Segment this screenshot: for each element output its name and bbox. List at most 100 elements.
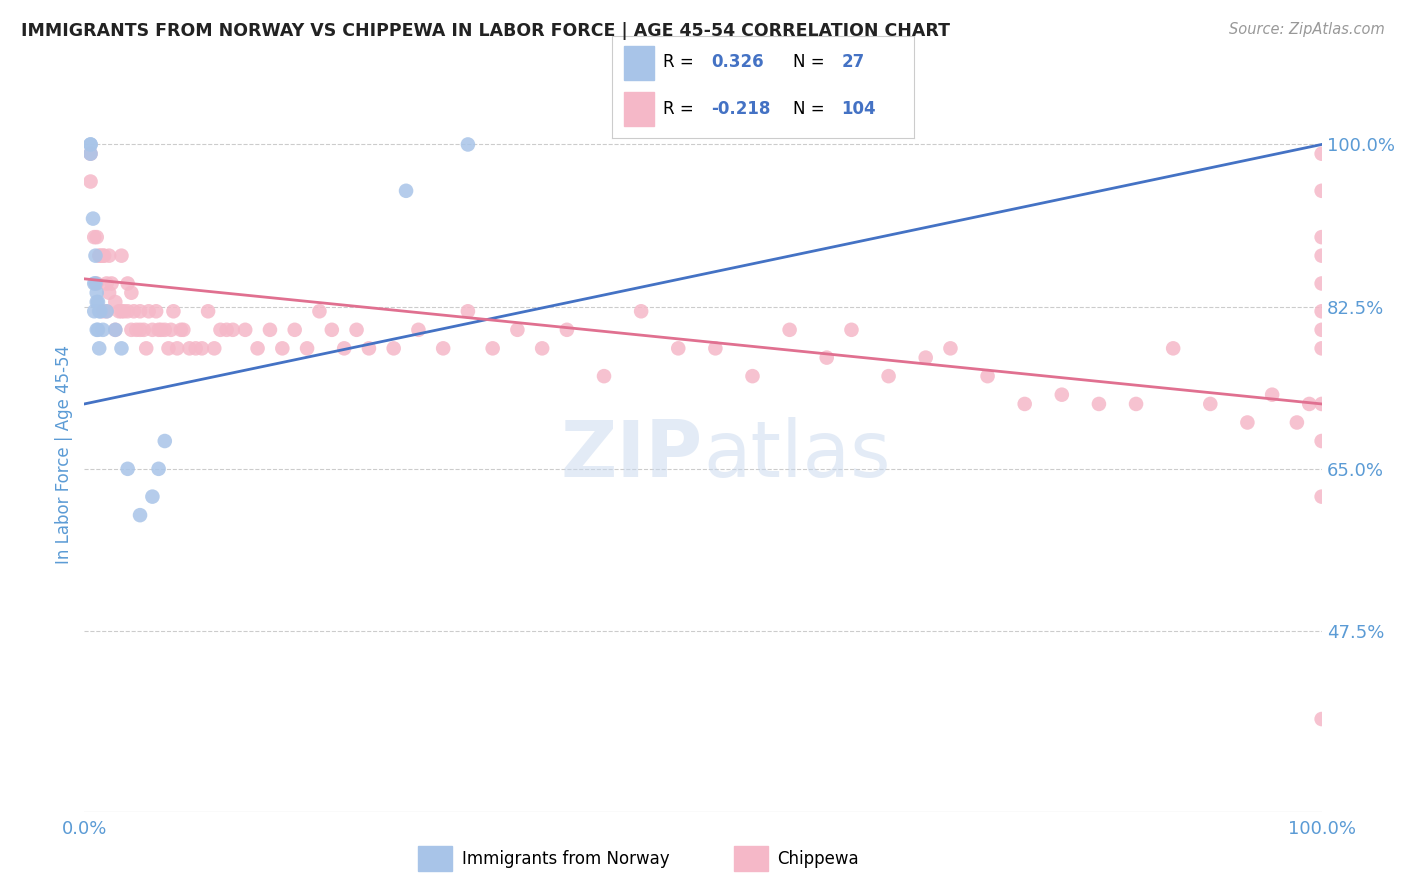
Text: IMMIGRANTS FROM NORWAY VS CHIPPEWA IN LABOR FORCE | AGE 45-54 CORRELATION CHART: IMMIGRANTS FROM NORWAY VS CHIPPEWA IN LA…: [21, 22, 950, 40]
Point: [506, 323, 529, 337]
Bar: [734, 847, 768, 871]
Point: [104, 323, 127, 337]
Point: [877, 369, 900, 384]
Point: [1088, 397, 1111, 411]
Point: [939, 342, 962, 356]
Point: [79, 175, 101, 189]
Point: [593, 369, 616, 384]
Point: [110, 342, 132, 356]
Point: [1310, 184, 1333, 198]
Text: N =: N =: [793, 100, 824, 118]
Point: [145, 304, 167, 318]
Point: [308, 304, 330, 318]
Point: [110, 249, 132, 263]
Point: [259, 323, 281, 337]
Point: [284, 323, 307, 337]
Point: [153, 434, 176, 448]
Point: [531, 342, 554, 356]
Point: [160, 323, 183, 337]
Point: [172, 323, 194, 337]
Point: [89, 342, 111, 356]
Text: 27: 27: [841, 54, 865, 71]
Point: [222, 323, 245, 337]
Point: [333, 342, 356, 356]
Point: [98, 249, 121, 263]
Point: [1261, 387, 1284, 401]
Point: [79, 146, 101, 161]
Point: [89, 249, 111, 263]
Point: [1285, 416, 1308, 430]
Bar: [419, 847, 453, 871]
Point: [184, 342, 207, 356]
Point: [395, 184, 418, 198]
Point: [96, 304, 118, 318]
Point: [91, 249, 114, 263]
Point: [117, 277, 139, 291]
Point: [89, 304, 111, 318]
Point: [209, 323, 232, 337]
Point: [457, 137, 479, 152]
Point: [1310, 304, 1333, 318]
Point: [108, 304, 131, 318]
Point: [82, 211, 104, 226]
Bar: [624, 92, 654, 126]
Point: [233, 323, 256, 337]
Text: -0.218: -0.218: [711, 100, 770, 118]
Point: [1014, 397, 1036, 411]
Point: [408, 323, 430, 337]
Y-axis label: In Labor Force | Age 45-54: In Labor Force | Age 45-54: [55, 345, 73, 565]
Point: [1050, 387, 1073, 401]
Point: [295, 342, 318, 356]
Point: [96, 304, 118, 318]
Point: [321, 323, 343, 337]
Text: 0.326: 0.326: [711, 54, 763, 71]
Point: [86, 323, 108, 337]
Point: [202, 342, 225, 356]
Point: [98, 285, 121, 300]
Point: [129, 323, 152, 337]
Point: [148, 462, 170, 476]
Point: [741, 369, 763, 384]
Text: atlas: atlas: [703, 417, 890, 493]
Point: [83, 230, 105, 244]
Point: [1310, 323, 1333, 337]
Point: [841, 323, 863, 337]
Point: [132, 323, 155, 337]
Point: [138, 304, 160, 318]
Point: [141, 490, 163, 504]
Point: [1199, 397, 1222, 411]
Point: [87, 323, 110, 337]
Point: [86, 295, 108, 310]
Text: R =: R =: [664, 100, 693, 118]
Point: [179, 342, 201, 356]
Point: [83, 304, 105, 318]
Point: [153, 323, 176, 337]
Point: [96, 277, 118, 291]
Point: [666, 342, 689, 356]
Point: [79, 146, 101, 161]
Point: [100, 277, 122, 291]
Point: [976, 369, 998, 384]
Point: [93, 249, 115, 263]
Point: [117, 462, 139, 476]
Point: [79, 137, 101, 152]
Point: [86, 277, 108, 291]
Point: [91, 304, 114, 318]
Point: [815, 351, 838, 365]
Point: [148, 323, 170, 337]
Point: [83, 277, 105, 291]
Point: [704, 342, 727, 356]
Point: [89, 304, 111, 318]
Point: [1298, 397, 1320, 411]
Point: [457, 304, 479, 318]
Point: [630, 304, 652, 318]
Text: R =: R =: [664, 54, 693, 71]
Point: [1310, 490, 1333, 504]
Point: [1310, 342, 1333, 356]
Point: [382, 342, 405, 356]
Point: [215, 323, 238, 337]
Point: [1161, 342, 1184, 356]
Point: [1125, 397, 1147, 411]
Point: [166, 342, 188, 356]
Point: [86, 285, 108, 300]
